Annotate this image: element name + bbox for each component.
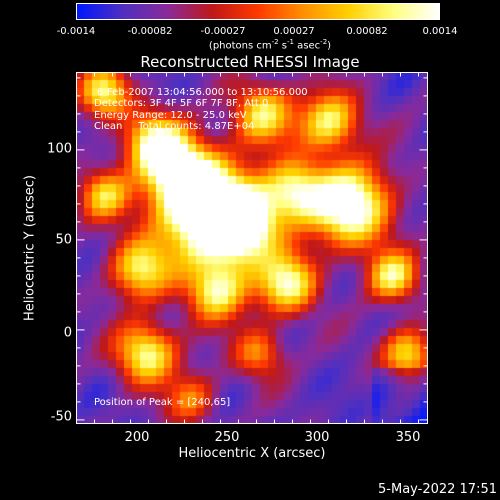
y-tick-label: -50 (50, 409, 72, 425)
colorbar-tick: 0.00082 (346, 26, 388, 37)
x-tick-label: 350 (395, 430, 421, 445)
annotation-energy-range: Energy Range: 12.0 - 25.0 keV (94, 110, 247, 121)
annotation-peak-position: Position of Peak = [240,65] (94, 397, 231, 408)
x-tick-label: 200 (124, 430, 150, 445)
x-tick-label: 300 (304, 430, 330, 445)
colorbar-tick: -0.0014 (56, 26, 96, 37)
colorbar-tick: 0.00027 (273, 26, 315, 37)
colorbar-tick: 0.0014 (422, 26, 458, 37)
colorbar-tick: -0.00027 (200, 26, 246, 37)
plot-title: Reconstructed RHESSI Image (140, 53, 360, 71)
plot-date: 5-May-2022 17:51 (378, 482, 497, 497)
y-axis-label: Heliocentric Y (arcsec) (22, 175, 38, 321)
annotation-detectors: Detectors: 3F 4F 5F 6F 7F 8F, Att 0 (94, 98, 269, 109)
y-tick-label: 0 (63, 325, 72, 341)
x-axis-label: Heliocentric X (arcsec) (178, 446, 326, 461)
colorbar-units: (photons cm-2 s-1 asec-2) (208, 38, 332, 52)
annotation-time-range: 6-Feb-2007 13:04:56.000 to 13:10:56.000 (97, 87, 308, 98)
annotation-counts: Clean Total counts: 4.87E+04 (94, 121, 255, 132)
colorbar-tick: -0.00082 (127, 26, 173, 37)
y-tick-label: 50 (55, 232, 72, 248)
y-tick-label: 100 (47, 141, 72, 157)
x-tick-label: 250 (214, 430, 240, 445)
colorbar (76, 3, 440, 20)
